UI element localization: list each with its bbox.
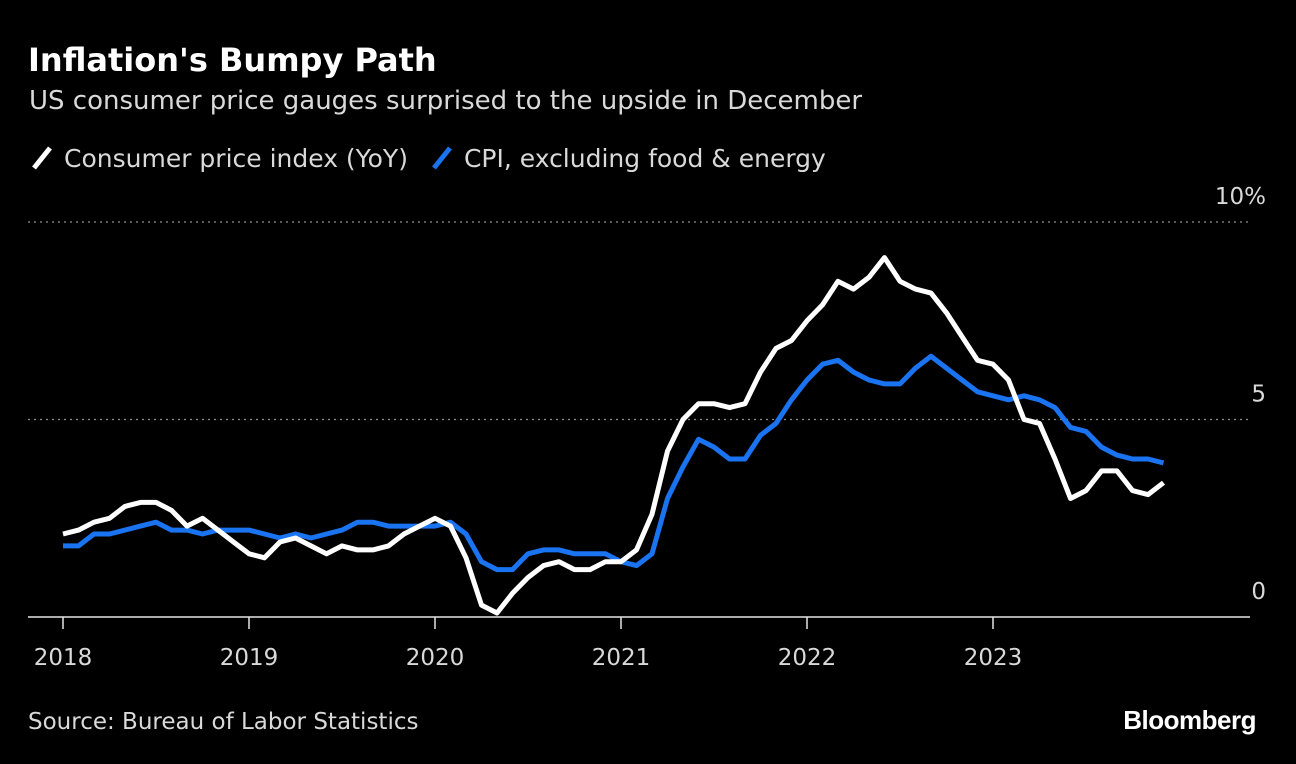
legend-item-core: CPI, excluding food & energy	[428, 140, 826, 176]
series-line-core	[63, 353, 1165, 573]
chart-title: Inflation's Bumpy Path	[28, 41, 437, 79]
series-line-cpi	[62, 255, 1166, 616]
source-note: Source: Bureau of Labor Statistics	[28, 709, 419, 735]
legend-label-cpi: Consumer price index (YoY)	[64, 143, 408, 173]
x-tick-label-2022: 2022	[778, 645, 837, 671]
y-tick-label-10: 10%	[1215, 184, 1266, 210]
x-tick-label-2023: 2023	[964, 645, 1023, 671]
y-tick-label-0: 0	[1251, 579, 1266, 605]
legend-item-cpi: Consumer price index (YoY)	[28, 140, 408, 176]
chart-subtitle: US consumer price gauges surprised to th…	[29, 86, 863, 116]
legend: Consumer price index (YoY) CPI, excludin…	[28, 140, 846, 176]
y-tick-label-5: 5	[1251, 382, 1266, 408]
legend-label-core: CPI, excluding food & energy	[463, 143, 826, 173]
x-tick-label-2020: 2020	[406, 645, 465, 671]
x-tick-label-2021: 2021	[592, 645, 651, 671]
bloomberg-logo: Bloomberg	[1123, 705, 1256, 735]
legend-swatch-cpi-icon	[32, 146, 52, 170]
x-tick-label-2019: 2019	[220, 645, 279, 671]
x-tick-label-2018: 2018	[34, 645, 93, 671]
legend-swatch-core-icon	[432, 146, 452, 170]
